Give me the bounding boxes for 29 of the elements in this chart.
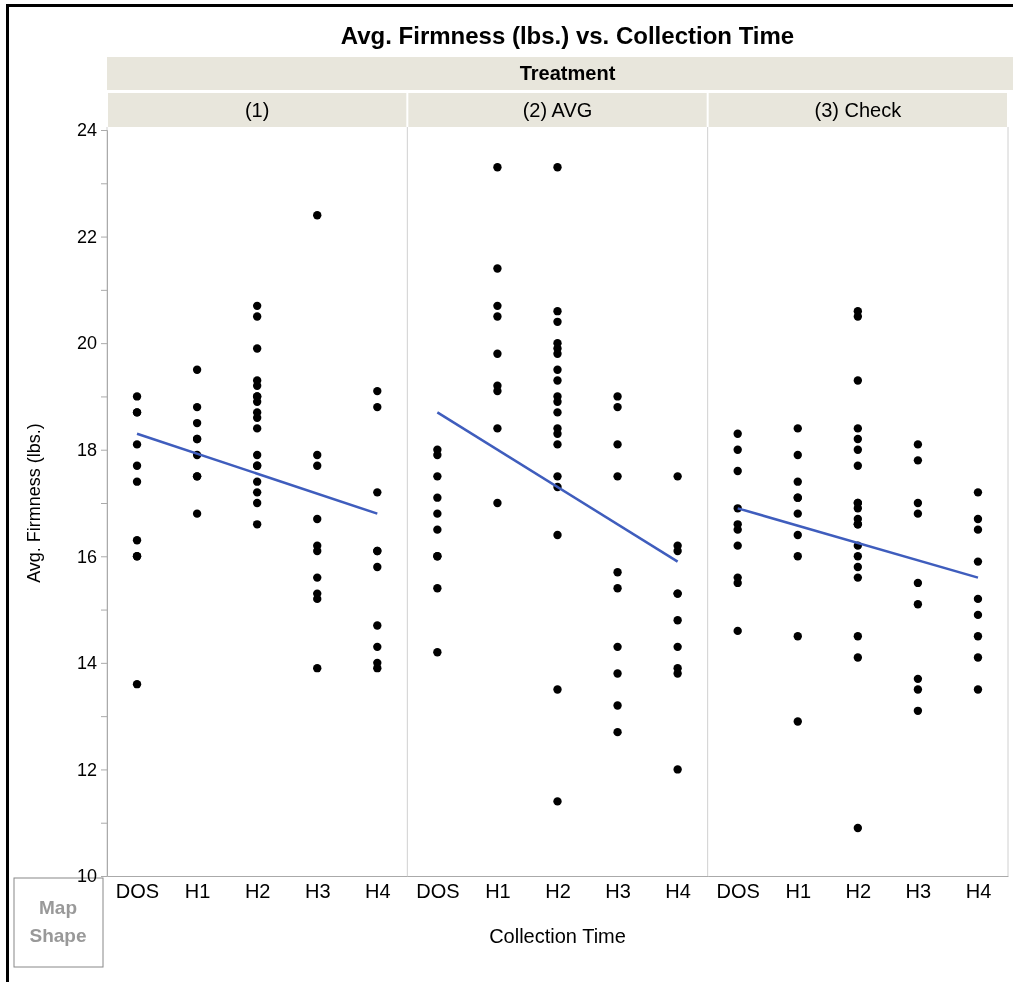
x-tick-label: H2 (845, 880, 872, 903)
y-tick-label: 20 (76, 333, 97, 354)
x-tick-label: H2 (545, 880, 571, 903)
y-tick-label: 12 (76, 759, 97, 780)
y-tick-label: 18 (76, 439, 97, 460)
x-tick-label: H4 (665, 880, 691, 903)
chart-subtitle: (3) Check (814, 99, 903, 121)
x-tick-label: H1 (485, 880, 511, 903)
x-tick-label: H3 (304, 880, 331, 903)
x-tick-label: H4 (965, 880, 992, 903)
text: Avg. Firmness (lbs.) vs. Collection Time (340, 22, 795, 49)
x-axis-title: Collection Time (489, 925, 626, 947)
y-tick-label: 24 (76, 120, 97, 141)
x-tick-label: H1 (184, 880, 211, 903)
chart-subtitle: (2) AVG (522, 99, 593, 121)
x-tick-label: H4 (365, 880, 391, 903)
text: Treatment (519, 62, 616, 84)
x-tick-label: H3 (905, 880, 932, 903)
x-tick-label: DOS (716, 880, 760, 903)
y-axis-title: Avg. Firmness (lbs.) (24, 423, 44, 583)
x-tick-label: H2 (244, 880, 271, 903)
x-tick-label: H3 (605, 880, 631, 903)
y-tick-label: 16 (76, 546, 97, 567)
x-tick-label: DOS (416, 880, 460, 903)
x-tick-label: DOS (115, 880, 160, 903)
y-tick-label: 14 (76, 653, 97, 674)
x-tick-label: H1 (785, 880, 812, 903)
y-tick-label: 22 (76, 226, 97, 247)
chart-subtitle: (1) (244, 99, 270, 121)
